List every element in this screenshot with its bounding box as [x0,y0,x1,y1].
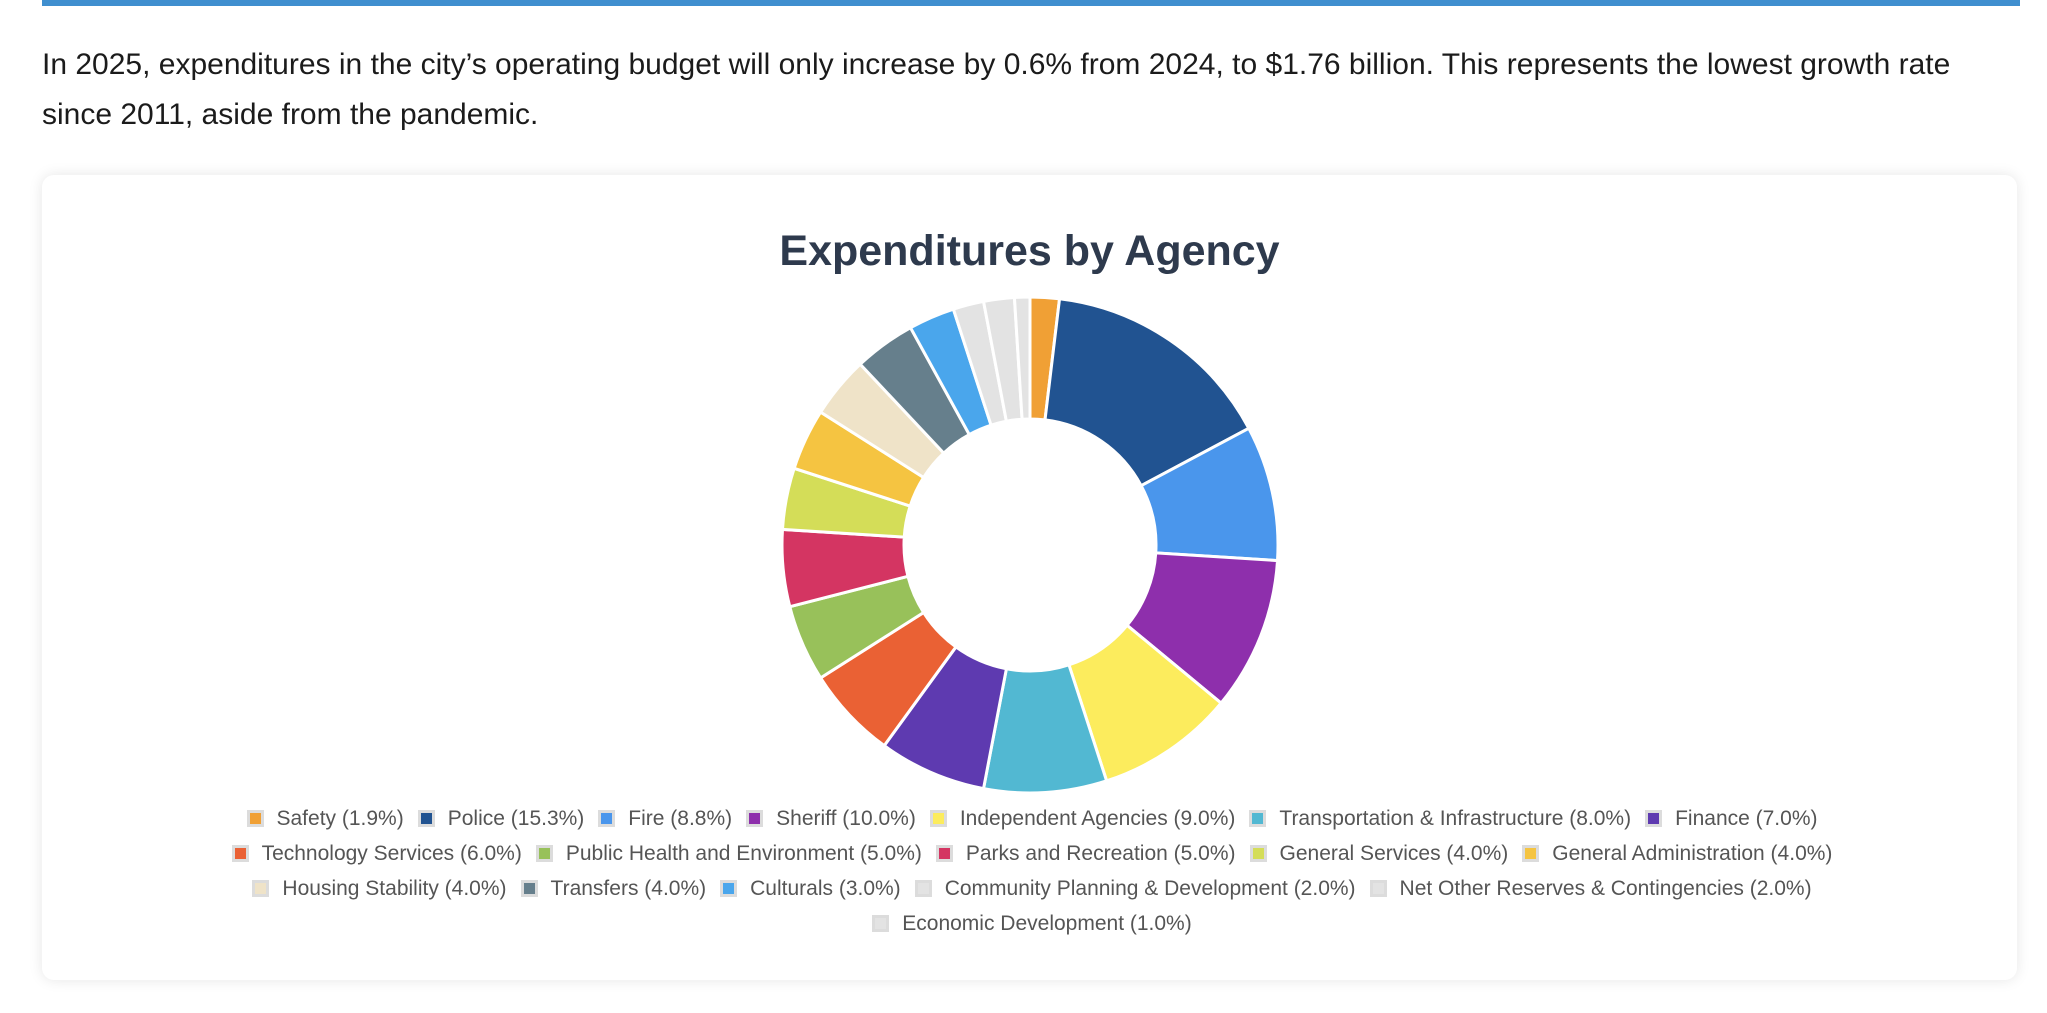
chart-card: Expenditures by Agency Safety (1.9%) Poli… [42,175,2017,980]
legend-label: General Services (4.0%) [1279,841,1509,865]
legend-label: Fire (8.8%) [628,806,733,830]
legend-item-culturals[interactable]: Culturals (3.0%) [720,875,901,902]
legend-swatch [520,880,538,897]
legend-label: Parks and Recreation (5.0%) [965,841,1236,865]
legend-swatch [929,810,947,827]
legend-swatch [231,845,249,862]
slice-economic-development[interactable] [1012,295,1032,421]
legend-label: Safety (1.9%) [276,806,404,830]
legend-item-transportation-infrastructure[interactable]: Transportation & Infrastructure (8.0%) [1249,805,1631,832]
legend-item-independent-agencies[interactable]: Independent Agencies (9.0%) [929,805,1236,832]
legend-item-general-services[interactable]: General Services (4.0%) [1249,840,1509,867]
legend-label: Housing Stability (4.0%) [282,876,507,900]
legend-swatch [746,810,764,827]
intro-paragraph: In 2025, expenditures in the city’s oper… [42,48,1951,131]
legend-label: Net Other Reserves & Contingencies (2.0%… [1399,876,1812,900]
legend-item-housing-stability[interactable]: Housing Stability (4.0%) [252,875,507,902]
donut-chart [780,295,1280,795]
legend-label: Police (15.3%) [447,806,585,830]
legend-item-technology-services[interactable]: Technology Services (6.0%) [231,840,522,867]
legend-label: Economic Development (1.0%) [902,911,1192,935]
legend-swatch [935,845,953,862]
legend-label: Transfers (4.0%) [550,876,707,900]
legend-label: Finance (7.0%) [1675,806,1818,830]
legend-swatch [1369,880,1387,897]
legend-swatch [417,810,435,827]
legend-item-transfers[interactable]: Transfers (4.0%) [520,875,707,902]
legend-swatch [1522,845,1540,862]
legend-label: Independent Agencies (9.0%) [959,806,1236,830]
chart-legend: Safety (1.9%) Police (15.3%) Fire (8.8%) Sh… [182,805,1882,937]
legend-swatch [535,845,553,862]
legend-label: Public Health and Environment (5.0%) [565,841,922,865]
legend-swatch [720,880,738,897]
legend-swatch [598,810,616,827]
legend-item-economic-development[interactable]: Economic Development (1.0%) [872,910,1192,937]
legend-label: Technology Services (6.0%) [261,841,522,865]
chart-title: Expenditures by Agency [779,227,1280,275]
legend-item-net-other-reserves-contingencies[interactable]: Net Other Reserves & Contingencies (2.0%… [1369,875,1812,902]
legend-item-sheriff[interactable]: Sheriff (10.0%) [746,805,916,832]
legend-item-finance[interactable]: Finance (7.0%) [1645,805,1818,832]
legend-swatch [1249,810,1267,827]
legend-swatch [914,880,932,897]
legend-swatch [246,810,264,827]
legend-swatch [252,880,270,897]
legend-item-general-administration[interactable]: General Administration (4.0%) [1522,840,1832,867]
top-accent-bar [42,0,2020,6]
legend-swatch [872,915,890,932]
legend-item-safety[interactable]: Safety (1.9%) [246,805,404,832]
legend-item-police[interactable]: Police (15.3%) [417,805,585,832]
legend-item-public-health-and-environment[interactable]: Public Health and Environment (5.0%) [535,840,922,867]
legend-label: Culturals (3.0%) [750,876,901,900]
legend-swatch [1645,810,1663,827]
legend-label: Community Planning & Development (2.0%) [944,876,1356,900]
legend-label: Sheriff (10.0%) [776,806,916,830]
legend-item-fire[interactable]: Fire (8.8%) [598,805,732,832]
slice-police[interactable] [1043,297,1251,488]
legend-swatch [1249,845,1267,862]
legend-item-community-planning-development[interactable]: Community Planning & Development (2.0%) [914,875,1356,902]
legend-item-parks-and-recreation[interactable]: Parks and Recreation (5.0%) [935,840,1236,867]
legend-label: General Administration (4.0%) [1552,841,1833,865]
legend-label: Transportation & Infrastructure (8.0%) [1279,806,1632,830]
